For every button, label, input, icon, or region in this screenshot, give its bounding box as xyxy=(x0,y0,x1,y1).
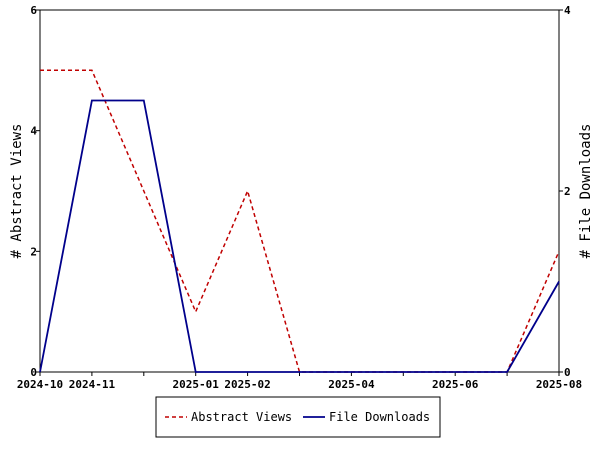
y-left-tick-label: 6 xyxy=(30,4,37,17)
legend-box xyxy=(155,396,441,438)
x-tick-label: 2025-04 xyxy=(328,378,375,391)
x-axis: 2024-10 2024-11 2025-01 2025-02 2025-04 2025-… xyxy=(17,372,582,391)
legend: Abstract Views File Downloads xyxy=(155,396,441,438)
y-left-tick-label: 4 xyxy=(30,125,37,138)
y-axis-left-title: # Abstract Views xyxy=(9,124,25,259)
legend-label-abstract-views: Abstract Views xyxy=(191,410,292,424)
x-tick-label: 2025-01 xyxy=(173,378,220,391)
series-line-file-downloads xyxy=(39,99,560,373)
legend-label-file-downloads: File Downloads xyxy=(329,410,430,424)
plot-area xyxy=(39,9,560,373)
y-right-tick-label: 0 xyxy=(564,366,571,379)
series-layer xyxy=(39,69,560,373)
x-tick-label: 2025-08 xyxy=(536,378,582,391)
y-axis-right: 0 2 4 xyxy=(559,4,571,379)
x-tick-label: 2025-06 xyxy=(432,378,479,391)
x-tick-label: 2024-10 xyxy=(17,378,63,391)
y-left-tick-label: 2 xyxy=(30,245,37,258)
x-tick-label: 2025-02 xyxy=(224,378,270,391)
y-left-tick-label: 0 xyxy=(30,366,37,379)
y-axis-right-title: # File Downloads xyxy=(578,124,594,259)
y-right-tick-label: 2 xyxy=(564,185,571,198)
y-axis-left: 0 2 4 6 xyxy=(30,4,40,379)
x-tick-label: 2024-11 xyxy=(69,378,116,391)
y-right-tick-label: 4 xyxy=(564,4,571,17)
